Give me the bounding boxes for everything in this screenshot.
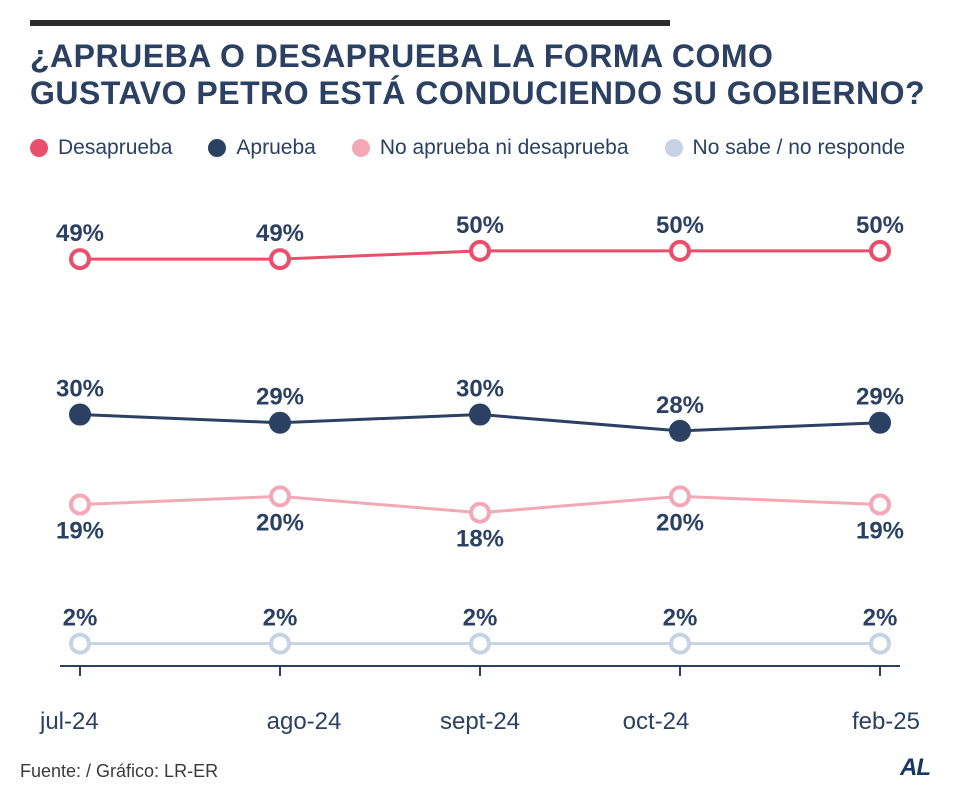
svg-text:50%: 50% xyxy=(856,212,904,239)
legend-item-aprueba: Aprueba xyxy=(208,136,315,160)
legend-dot xyxy=(352,139,370,157)
footer: Fuente: / Gráfico: LR-ER AL xyxy=(20,754,930,782)
svg-text:18%: 18% xyxy=(456,525,504,552)
top-rule xyxy=(30,20,670,26)
legend-item-desaprueba: Desaprueba xyxy=(30,136,172,160)
svg-text:49%: 49% xyxy=(256,220,304,247)
x-label: sept-24 xyxy=(392,708,568,736)
svg-text:2%: 2% xyxy=(663,604,698,631)
x-label: feb-25 xyxy=(744,708,920,736)
svg-text:30%: 30% xyxy=(456,375,504,402)
legend: Desaprueba Aprueba No aprueba ni desapru… xyxy=(30,136,930,160)
svg-text:50%: 50% xyxy=(656,212,704,239)
legend-item-nosabe: No sabe / no responde xyxy=(665,136,905,160)
publication-logo: AL xyxy=(900,754,930,782)
svg-text:2%: 2% xyxy=(463,604,498,631)
svg-text:20%: 20% xyxy=(656,509,704,536)
svg-text:2%: 2% xyxy=(863,604,898,631)
x-label: jul-24 xyxy=(40,708,216,736)
svg-text:29%: 29% xyxy=(256,383,304,410)
source-text: Fuente: / Gráfico: LR-ER xyxy=(20,761,218,782)
svg-text:2%: 2% xyxy=(63,604,98,631)
svg-text:49%: 49% xyxy=(56,220,104,247)
legend-dot xyxy=(30,139,48,157)
svg-text:19%: 19% xyxy=(856,517,904,544)
svg-text:20%: 20% xyxy=(256,509,304,536)
chart-area: 49% 49% 50% 50% 50% 30% 29% 30% 28% 29% 19% 20% 18% 2… xyxy=(40,190,920,690)
line-chart-svg: 49% 49% 50% 50% 50% 30% 29% 30% 28% 29% 19% 20% 18% 2… xyxy=(40,190,920,690)
svg-text:19%: 19% xyxy=(56,517,104,544)
svg-text:29%: 29% xyxy=(856,383,904,410)
legend-label: Desaprueba xyxy=(58,136,172,160)
title-line-1: ¿APRUEBA O DESAPRUEBA LA FORMA COMO xyxy=(30,38,773,74)
x-label: oct-24 xyxy=(568,708,744,736)
legend-dot xyxy=(665,139,683,157)
legend-label: No sabe / no responde xyxy=(693,136,905,160)
svg-text:28%: 28% xyxy=(656,392,704,419)
title-line-2: GUSTAVO PETRO ESTÁ CONDUCIENDO SU GOBIER… xyxy=(30,75,925,111)
x-label: ago-24 xyxy=(216,708,392,736)
legend-label: Aprueba xyxy=(236,136,315,160)
x-axis-labels: jul-24 ago-24 sept-24 oct-24 feb-25 xyxy=(30,700,930,736)
legend-item-neutral: No aprueba ni desaprueba xyxy=(352,136,629,160)
legend-label: No aprueba ni desaprueba xyxy=(380,136,629,160)
svg-text:50%: 50% xyxy=(456,212,504,239)
chart-title: ¿APRUEBA O DESAPRUEBA LA FORMA COMO GUST… xyxy=(30,38,930,112)
legend-dot xyxy=(208,139,226,157)
svg-text:30%: 30% xyxy=(56,375,104,402)
svg-text:2%: 2% xyxy=(263,604,298,631)
